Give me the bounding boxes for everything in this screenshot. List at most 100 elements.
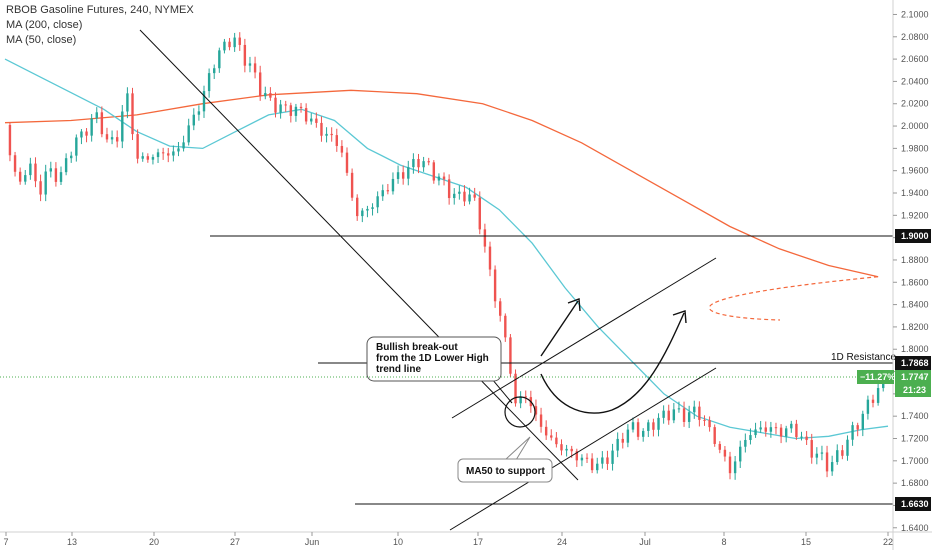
time-tick-label: 13 xyxy=(67,537,77,547)
price-tick-label: 1.9400 xyxy=(901,188,929,198)
lower-high-trendline[interactable] xyxy=(139,29,579,481)
ma50-note-pointer xyxy=(504,436,531,461)
chart-legend[interactable]: RBOB Gasoline Futures, 240, NYMEX MA (20… xyxy=(6,3,194,48)
candle-body xyxy=(565,448,568,451)
price-tick-label: 1.8600 xyxy=(901,277,929,287)
candle-body xyxy=(463,191,466,202)
candle-body xyxy=(80,131,83,138)
candle-body xyxy=(754,429,757,436)
candle-body xyxy=(243,44,247,66)
level-17868-tag xyxy=(895,356,931,370)
candle-body xyxy=(672,409,676,421)
candle-body xyxy=(59,172,63,182)
candle-body xyxy=(601,457,604,464)
candle-body xyxy=(488,246,492,270)
candle-body xyxy=(728,456,732,474)
candle-body xyxy=(606,457,609,464)
candle-body xyxy=(228,41,231,48)
candle-body xyxy=(677,408,681,410)
candle-body xyxy=(590,458,594,471)
projection-arrow-up[interactable] xyxy=(540,300,579,357)
candle-body xyxy=(830,462,834,472)
price-tick-label: 1.7000 xyxy=(901,456,929,466)
candle-body xyxy=(310,118,313,122)
symbol-title[interactable]: RBOB Gasoline Futures, 240, NYMEX xyxy=(6,4,194,16)
candle-body xyxy=(18,171,22,182)
price-axis-ticks[interactable]: 2.1000 2.0800 2.0600 2.0400 2.0200 2.0000 1.98… xyxy=(893,9,929,533)
candle-body xyxy=(631,422,635,430)
candle-body xyxy=(575,451,579,461)
breakout-note-box[interactable] xyxy=(366,336,502,382)
breakout-note-line-3: trend line xyxy=(376,364,421,375)
candle-body xyxy=(121,111,124,142)
ma200-legend-label[interactable]: MA (200, close) xyxy=(6,19,83,31)
candle-body xyxy=(248,63,252,66)
candle-body xyxy=(350,172,354,198)
price-tick-label: 1.8000 xyxy=(901,344,929,354)
candle-body xyxy=(749,435,752,440)
candle-body xyxy=(304,108,308,122)
candle-body xyxy=(800,436,803,438)
breakout-note-line-1: Bullish break-out xyxy=(376,342,458,353)
candle-body xyxy=(851,425,854,440)
candle-body xyxy=(85,131,88,136)
candle-body xyxy=(866,399,870,414)
candle-body xyxy=(876,388,880,403)
price-tick-label: 2.0800 xyxy=(901,32,929,42)
candle-body xyxy=(519,396,522,404)
candle-body xyxy=(657,417,660,430)
candle-body xyxy=(871,399,875,403)
candle-body xyxy=(356,197,359,217)
candle-body xyxy=(386,190,390,192)
candle-body xyxy=(805,436,808,441)
candle-body xyxy=(790,423,793,429)
candle-body xyxy=(44,171,47,195)
candle-body xyxy=(177,148,180,152)
candle-body xyxy=(550,435,553,438)
candle-body xyxy=(539,414,543,427)
candle-body xyxy=(509,337,512,374)
channel-lower-line[interactable] xyxy=(449,367,717,531)
channel-upper-line[interactable] xyxy=(451,257,717,419)
candle-body xyxy=(626,429,630,443)
candle-body xyxy=(585,457,589,459)
breakout-circle[interactable] xyxy=(504,396,536,428)
price-tick-label: 1.6400 xyxy=(901,523,929,533)
candle-body xyxy=(718,443,722,450)
projection-arrow-up-head xyxy=(567,298,581,312)
candle-body xyxy=(361,210,364,217)
candle-body xyxy=(366,208,369,211)
candle-body xyxy=(836,450,839,463)
price-tick-label: 1.8400 xyxy=(901,300,929,310)
candle-body xyxy=(739,446,742,462)
projection-arrow-curve[interactable] xyxy=(540,312,685,414)
level-16630-tag xyxy=(895,497,931,511)
candle-body xyxy=(70,155,73,159)
candle-body xyxy=(264,93,267,97)
candle-body xyxy=(192,114,195,126)
ma50-legend-label[interactable]: MA (50, close) xyxy=(6,34,77,46)
candle-body xyxy=(284,104,287,106)
candle-body xyxy=(499,301,502,316)
candle-body xyxy=(733,461,737,474)
candle-body xyxy=(340,145,344,153)
candle-body xyxy=(371,207,374,209)
candle-body xyxy=(34,163,37,182)
ma50-line xyxy=(4,58,889,440)
candle-body xyxy=(652,422,655,430)
candle-body xyxy=(478,197,481,230)
candle-body xyxy=(693,406,696,413)
time-tick-label: Jul xyxy=(639,537,651,547)
time-tick-label: 24 xyxy=(557,537,567,547)
candle-body xyxy=(289,105,293,116)
candle-body xyxy=(810,440,813,458)
candle-body xyxy=(493,269,497,302)
price-tick-label: 2.0400 xyxy=(901,76,929,86)
time-axis-ticks[interactable]: 7 13 20 27 Jun 10 17 24 Jul 8 15 22 xyxy=(3,532,893,547)
annotation-notes: Bullish break-out from the 1D Lower High… xyxy=(366,336,896,483)
price-tick-label: 1.7200 xyxy=(901,433,929,443)
candle-body xyxy=(514,373,517,404)
ma50-note-box[interactable] xyxy=(457,458,553,483)
candle-body xyxy=(422,161,425,168)
